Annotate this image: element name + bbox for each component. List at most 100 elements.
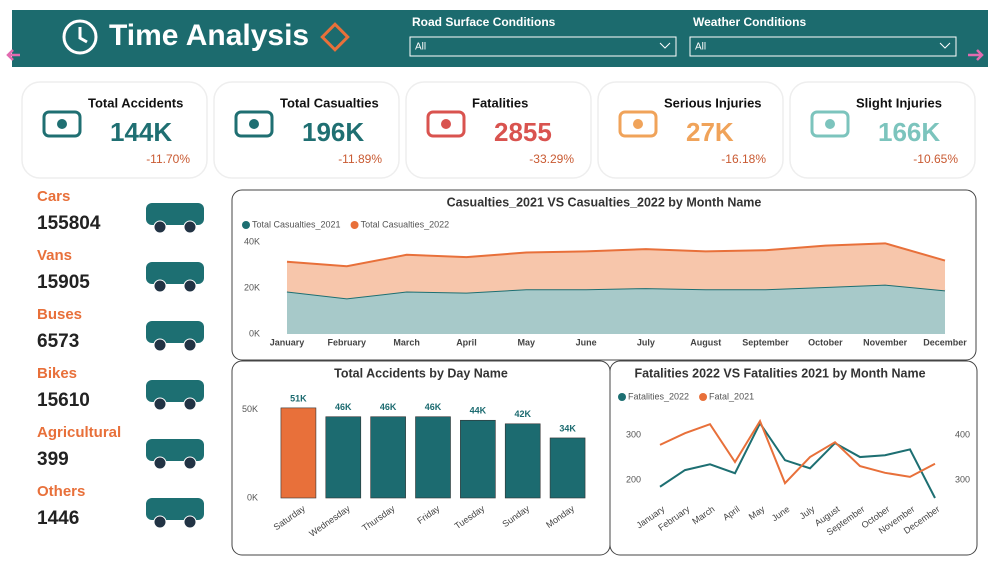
bar	[415, 416, 451, 499]
value-label: 46K	[425, 402, 442, 412]
kpi-icon	[234, 110, 274, 138]
y-tick-label: 50K	[242, 404, 258, 414]
nav-arrow-right[interactable]	[968, 49, 984, 61]
vehicle-wheel	[153, 397, 167, 411]
x-tick-label: April	[456, 337, 477, 347]
kpi-change: -11.89%	[338, 152, 382, 166]
vehicle-wheel	[153, 220, 167, 234]
vehicle-wheel	[183, 456, 197, 470]
vehicle-icon	[146, 380, 204, 402]
bar	[370, 416, 406, 499]
vehicle-label: Cars	[37, 188, 70, 205]
bar	[460, 419, 496, 499]
vehicle-wheel	[183, 515, 197, 529]
title-icon	[320, 22, 350, 52]
bar	[280, 407, 317, 499]
vehicle-label: Agricultural	[37, 424, 121, 441]
kpi-value: 144K	[110, 117, 172, 147]
kpi-value: 2855	[494, 117, 552, 147]
kpi-icon-detail	[249, 119, 259, 129]
kpi-change: -33.29%	[529, 152, 574, 166]
value-label: 44K	[470, 406, 487, 416]
vehicle-count: 399	[37, 449, 69, 470]
bar	[504, 423, 541, 499]
x-tick-label: January	[270, 337, 305, 347]
filter-value[interactable]: All	[695, 42, 706, 53]
kpi-card	[405, 81, 592, 179]
clock-icon	[62, 19, 98, 55]
x-tick-label: July	[637, 337, 655, 347]
value-label: 46K	[335, 402, 352, 412]
kpi-icon-detail	[441, 119, 451, 129]
kpi-icon-detail	[633, 119, 643, 129]
y-tick-label: 0K	[247, 492, 258, 502]
y-tick-label: 0K	[249, 328, 260, 338]
kpi-change: -11.70%	[146, 152, 190, 166]
filter-dropdown[interactable]	[689, 36, 957, 57]
kpi-icon	[426, 110, 466, 138]
x-tick-label: August	[690, 337, 721, 347]
x-tick-label: March	[393, 337, 420, 347]
vehicle-count: 1446	[37, 508, 79, 529]
vehicle-wheel	[153, 515, 167, 529]
bar	[549, 437, 586, 499]
page-title: Time Analysis	[109, 19, 309, 52]
vehicle-icon	[146, 439, 204, 461]
y-tick-label: 400	[955, 429, 970, 439]
area-line	[286, 283, 946, 300]
y-tick-label: 40K	[244, 237, 260, 247]
bar	[325, 416, 362, 499]
kpi-value: 27K	[686, 117, 734, 147]
vehicle-icon	[146, 498, 204, 520]
filter-label: Road Surface Conditions	[412, 15, 556, 29]
vehicle-wheel	[183, 397, 197, 411]
value-label: 51K	[290, 393, 307, 403]
vehicle-icon	[146, 262, 204, 284]
x-tick-label: November	[863, 337, 908, 347]
dropdown-chevron[interactable]	[939, 42, 951, 49]
kpi-title: Total Accidents	[88, 95, 183, 110]
legend-marker	[350, 221, 359, 229]
kpi-icon	[42, 110, 82, 138]
chart-title: Casualties_2021 VS Casualties_2022 by Mo…	[447, 195, 762, 209]
vehicle-wheel	[153, 456, 167, 470]
vehicle-label: Vans	[37, 247, 72, 264]
kpi-card	[789, 81, 976, 179]
x-tick-label: June	[576, 337, 597, 347]
kpi-title: Total Casualties	[280, 95, 379, 110]
y-tick-label: 300	[955, 474, 970, 484]
value-label: 46K	[380, 402, 397, 412]
chart-title: Fatalities 2022 VS Fatalities 2021 by Mo…	[634, 366, 925, 380]
chart-title: Total Accidents by Day Name	[334, 366, 508, 380]
kpi-change: -16.18%	[721, 152, 766, 166]
value-label: 42K	[514, 409, 531, 419]
vehicle-icon	[146, 321, 204, 343]
area-line	[286, 242, 946, 268]
filter-dropdown[interactable]	[409, 36, 677, 57]
y-tick-label: 20K	[244, 282, 260, 292]
line	[659, 418, 936, 485]
vehicle-icon	[146, 203, 204, 225]
legend-marker	[242, 221, 250, 229]
kpi-change: -10.65%	[913, 152, 958, 166]
kpi-title: Serious Injuries	[664, 95, 762, 110]
legend-marker	[699, 393, 708, 401]
x-tick-label: February	[328, 337, 367, 347]
legend-label: Fatal_2021	[709, 391, 754, 401]
legend-label: Total Casualties_2022	[361, 219, 450, 229]
kpi-title: Slight Injuries	[856, 95, 942, 110]
chart-panel	[609, 360, 978, 556]
x-tick-label: September	[742, 337, 789, 347]
y-tick-label: 200	[626, 474, 641, 484]
filter-value[interactable]: All	[415, 42, 426, 53]
filter-label: Weather Conditions	[693, 15, 806, 29]
header-bar	[12, 10, 988, 67]
dropdown-chevron[interactable]	[659, 42, 671, 49]
nav-arrow-left[interactable]	[6, 49, 20, 61]
clock-hands	[78, 27, 88, 44]
vehicle-wheel	[153, 279, 167, 293]
x-tick-label: October	[808, 337, 843, 347]
vehicle-wheel	[183, 220, 197, 234]
